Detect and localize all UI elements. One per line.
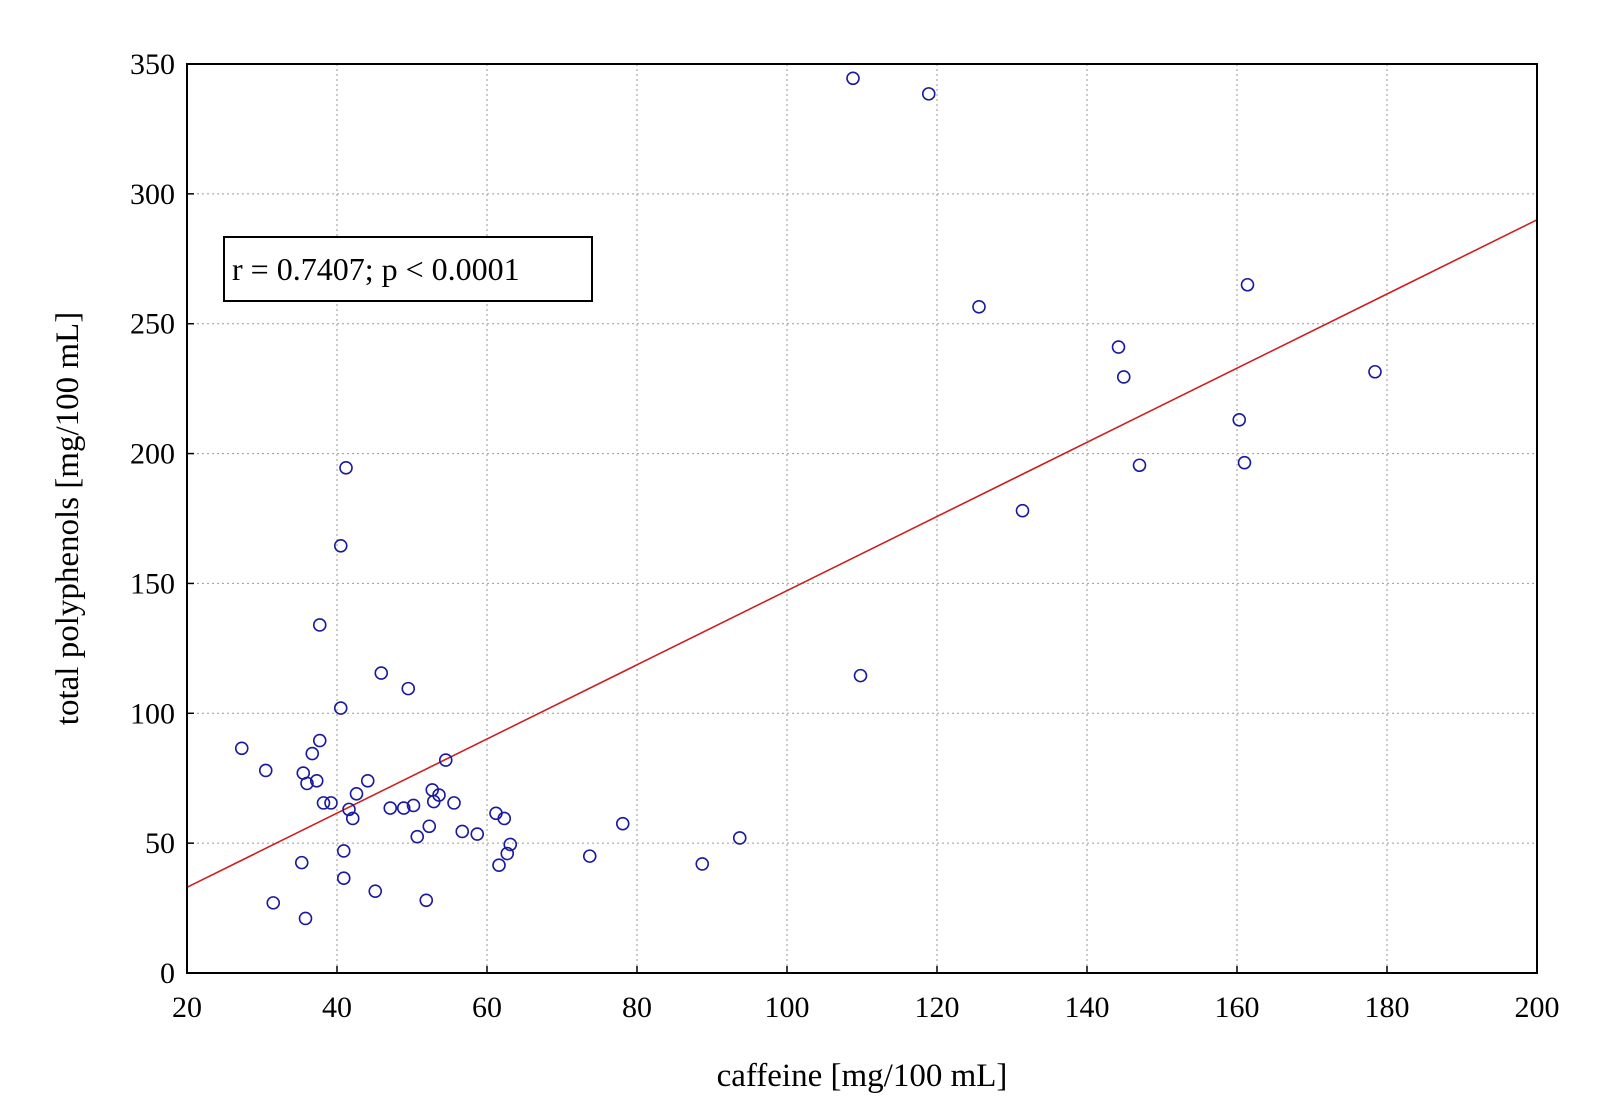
data-point <box>258 763 273 778</box>
data-point <box>360 774 375 788</box>
data-point <box>1232 413 1247 427</box>
data-point <box>447 796 461 810</box>
data-points-layer <box>234 71 1382 926</box>
x-tick-label: 160 <box>1215 991 1260 1024</box>
data-point <box>406 798 421 813</box>
data-point <box>374 666 389 680</box>
data-point <box>324 796 338 810</box>
x-axis-label: caffeine [mg/100 mL] <box>717 1058 1008 1094</box>
y-tick-label: 50 <box>145 827 175 860</box>
data-point <box>732 831 747 845</box>
data-point <box>438 753 453 767</box>
x-tick-label: 100 <box>765 991 810 1024</box>
data-point <box>309 774 324 788</box>
regression-line <box>186 219 1538 889</box>
x-tick-label: 80 <box>622 991 652 1024</box>
data-point <box>921 87 936 101</box>
annotation-box: r = 0.7407; p < 0.0001 <box>223 236 593 302</box>
data-point <box>503 837 518 852</box>
regression-line-layer <box>186 219 1538 889</box>
data-point <box>500 846 515 861</box>
data-point <box>234 741 249 756</box>
data-point <box>316 796 331 810</box>
data-point <box>419 893 434 908</box>
data-point <box>342 802 356 817</box>
x-tick-label: 180 <box>1365 991 1410 1024</box>
data-point <box>1237 455 1252 470</box>
data-point <box>349 786 364 801</box>
data-point <box>312 733 327 748</box>
data-point <box>368 884 383 898</box>
y-axis-label: total polyphenols [mg/100 mL] <box>50 312 86 725</box>
plot-frame <box>186 63 1538 974</box>
data-point <box>853 668 868 683</box>
data-point <box>336 844 351 858</box>
grid-layer <box>187 64 1537 973</box>
data-point <box>298 911 313 926</box>
data-point <box>695 857 710 871</box>
data-point <box>492 858 506 873</box>
x-tick-label: 120 <box>915 991 960 1024</box>
data-point <box>300 776 314 791</box>
data-point <box>582 849 597 863</box>
data-point <box>846 71 860 86</box>
x-tick-label: 140 <box>1065 991 1110 1024</box>
y-tick-label: 250 <box>130 308 175 341</box>
data-point <box>339 461 353 475</box>
data-point <box>422 819 437 834</box>
data-point <box>615 816 630 831</box>
x-tick-label: 60 <box>472 991 502 1024</box>
data-point <box>455 824 470 839</box>
y-tick-label: 150 <box>130 567 175 600</box>
x-tick-label: 20 <box>172 991 202 1024</box>
data-point <box>972 300 986 314</box>
correlation-annotation: r = 0.7407; p < 0.0001 <box>232 251 520 287</box>
data-point <box>333 538 348 553</box>
data-point <box>470 827 485 841</box>
data-point <box>266 896 281 910</box>
data-point <box>432 788 446 802</box>
data-point <box>336 871 351 886</box>
data-point <box>305 746 320 761</box>
data-point <box>401 681 416 696</box>
y-tick-label: 350 <box>130 48 175 81</box>
y-tick-label: 300 <box>130 178 175 211</box>
data-point <box>497 811 512 826</box>
data-point <box>1116 370 1131 384</box>
data-point <box>1132 458 1147 473</box>
x-tick-label: 200 <box>1515 991 1560 1024</box>
annotation-frame <box>223 236 593 302</box>
data-point <box>333 701 348 715</box>
data-point <box>1368 364 1382 379</box>
y-tick-label: 200 <box>130 438 175 471</box>
data-point <box>345 811 360 826</box>
data-point <box>1111 340 1126 354</box>
data-point <box>294 855 309 870</box>
data-point <box>1240 277 1255 292</box>
tick-labels-layer: 20 40 60 80 100 120 140 160 180 200 0 50 100 150 200 25… <box>130 48 1560 1024</box>
x-tick-label: 40 <box>322 991 352 1024</box>
data-point <box>1015 503 1030 518</box>
y-tick-label: 0 <box>160 957 175 990</box>
data-point <box>312 618 327 632</box>
data-point <box>383 801 398 815</box>
y-tick-label: 100 <box>130 697 175 730</box>
data-point <box>396 801 411 815</box>
data-point <box>410 829 425 844</box>
